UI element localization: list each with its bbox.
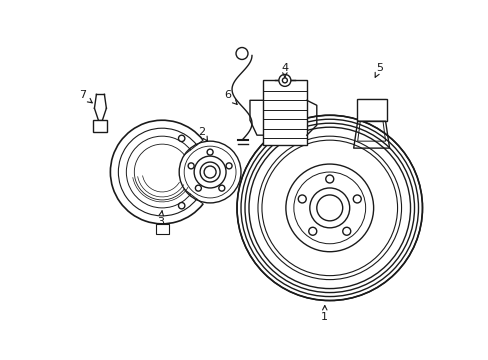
Circle shape	[200, 162, 220, 182]
FancyBboxPatch shape	[356, 99, 386, 121]
FancyBboxPatch shape	[93, 120, 107, 132]
Circle shape	[282, 78, 287, 83]
Circle shape	[225, 163, 232, 169]
Circle shape	[342, 227, 350, 235]
FancyBboxPatch shape	[156, 224, 168, 234]
Circle shape	[325, 175, 333, 183]
Circle shape	[207, 149, 213, 155]
Text: 1: 1	[321, 306, 327, 323]
Circle shape	[308, 227, 316, 235]
Circle shape	[298, 195, 305, 203]
Circle shape	[195, 185, 201, 191]
Circle shape	[219, 185, 224, 191]
Circle shape	[188, 163, 194, 169]
Circle shape	[178, 135, 184, 141]
Text: 7: 7	[79, 90, 92, 103]
Text: 3: 3	[157, 211, 163, 227]
Text: 5: 5	[374, 63, 382, 77]
Circle shape	[352, 195, 361, 203]
Circle shape	[236, 48, 247, 59]
FancyBboxPatch shape	[359, 100, 383, 118]
Circle shape	[309, 188, 349, 228]
FancyBboxPatch shape	[263, 80, 306, 145]
Text: 4: 4	[281, 63, 288, 77]
Text: 2: 2	[198, 127, 207, 141]
Circle shape	[278, 75, 290, 86]
Text: 6: 6	[224, 90, 237, 104]
Circle shape	[178, 202, 184, 209]
